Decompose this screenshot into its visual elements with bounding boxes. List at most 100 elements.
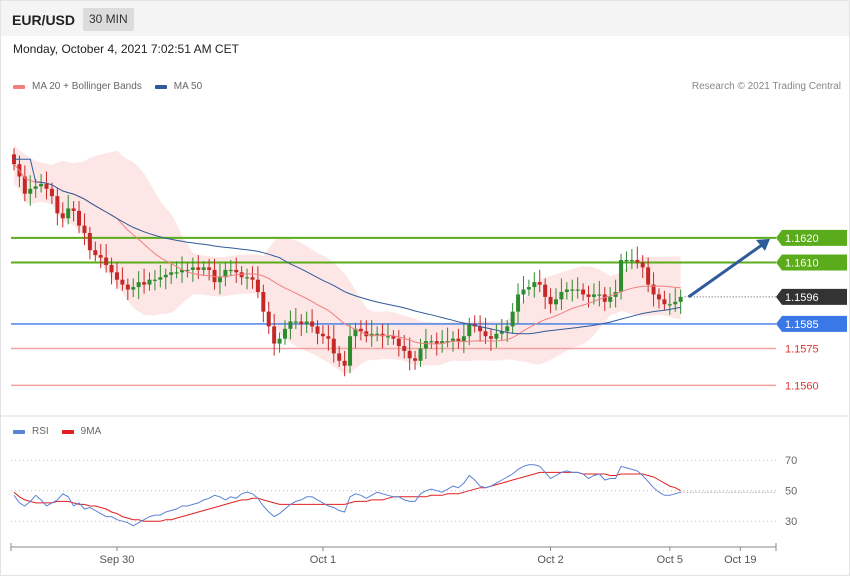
candle-body [147,279,152,285]
level-label-1.1560: 1.1560 [785,380,819,392]
timestamp: Monday, October 4, 2021 7:02:51 AM CET [13,42,239,56]
candle-body [629,260,634,262]
candle-body [320,333,325,337]
level-tag-bg [776,229,847,246]
candle-body [255,279,260,292]
timeframe-button[interactable]: 30 MIN [83,8,134,31]
candle-body [131,287,136,290]
candle-body [114,272,119,280]
level-label-1.1585: 1.1585 [785,319,819,331]
candle-body [60,213,65,219]
level-label-1.1610: 1.1610 [785,258,819,270]
candle-body [196,267,201,270]
forecast-arrow-shaft [687,243,763,299]
ma50-line [14,158,681,335]
candle-body [136,282,141,288]
candle-body [591,294,596,297]
candle-body [505,326,510,332]
candle-body [272,326,277,344]
candle-body [142,282,147,285]
time-label: Oct 5 [657,554,683,566]
candle-body [445,341,450,343]
candle-body [385,336,390,338]
time-label: Oct 1 [310,554,336,566]
candle-body [559,291,564,300]
current-price-bg [776,288,847,305]
candle-body [283,328,287,339]
candle-body [640,262,645,268]
candle-body [608,296,613,302]
candle-body [413,358,418,361]
candle-body [407,350,412,359]
candle-body [125,284,130,290]
candle-body [120,279,125,285]
candle-body [402,346,407,351]
candle-body [228,269,233,272]
candle-body [310,321,315,327]
candle-body [537,282,542,285]
time-axis: Sep 30 Oct 1 Oct 2 Oct 5 Oct 19 [10,543,777,566]
candle-body [358,328,363,332]
candle-body [190,267,195,270]
candle-body [434,341,439,344]
candle-body [33,186,38,189]
candle-body [662,299,667,305]
candle-body [667,304,672,306]
time-label: Oct 2 [537,554,563,566]
candle-body [602,294,607,302]
research-credit: Research © 2021 Trading Central [691,81,841,92]
candle-body [55,196,60,214]
candle-body [93,250,98,256]
candle-body [169,272,174,275]
candle-body [461,336,466,342]
candle-body [174,272,179,274]
time-label: Oct 19 [724,554,756,566]
level-label-1.1575: 1.1575 [785,343,819,355]
price-legend: MA 20 + Bollinger Bands MA 50 [13,81,202,92]
candle-body [245,277,250,279]
candle-body [217,277,222,283]
candle-body [348,336,353,366]
candle-body [656,294,661,300]
ma9-swatch [61,429,74,434]
current-price-label: 1.1596 [785,292,819,304]
candle-body [326,336,331,339]
forecast-arrow-head [756,238,770,251]
candle-body [564,289,569,292]
candle-body [678,296,683,302]
candle-body [467,323,472,337]
candle-body [554,299,558,305]
price-pane: 1.1620 1.1610 1.1585 1.1575 1.1560 1.1596 [11,144,847,392]
level-tag-bg [776,254,847,271]
candle-body [391,336,396,339]
candle-body [478,326,483,332]
chart-toolbar: EUR/USD 30 MIN [1,1,849,36]
rsi-pane: 70 50 30 [11,455,797,528]
candle-body [342,360,347,366]
candle-body [499,331,504,334]
ma50-legend-label: MA 50 [173,81,203,92]
candle-body [104,257,109,265]
level-tag-1.1610: 1.1610 [776,254,847,271]
candle-body [673,301,678,305]
rsi-line [13,464,681,527]
candle-body [44,183,49,189]
ma50-swatch [154,84,167,89]
candle-body [207,267,212,270]
candle-body [212,269,217,283]
candle-body [152,279,157,281]
candle-body [488,336,493,339]
candle-body [548,296,553,305]
candle-body [510,311,515,327]
candle-body [82,225,87,234]
candle-body [185,269,190,272]
candle-body [646,267,651,285]
candle-body [66,208,71,219]
candle-body [223,269,228,278]
rsi-tick-50: 50 [785,486,797,498]
candle-body [575,289,580,291]
symbol-title: EUR/USD [12,12,76,28]
candle-body [429,341,434,343]
ma20-line [13,163,681,345]
